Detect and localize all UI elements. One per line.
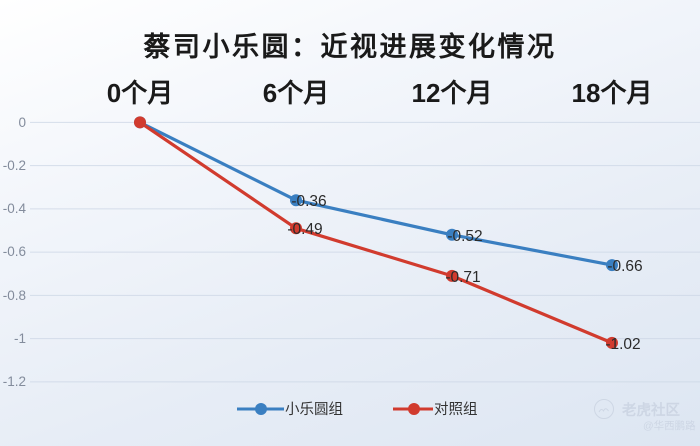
svg-text:-0.6: -0.6 bbox=[3, 244, 26, 259]
svg-text:12个月: 12个月 bbox=[412, 78, 493, 108]
svg-text:6个月: 6个月 bbox=[263, 78, 329, 108]
svg-text:-0.49: -0.49 bbox=[287, 221, 322, 238]
svg-text:0: 0 bbox=[18, 115, 26, 130]
svg-text:-0.52: -0.52 bbox=[447, 228, 482, 245]
svg-text:0个月: 0个月 bbox=[107, 78, 173, 108]
svg-text:-1.02: -1.02 bbox=[605, 336, 640, 353]
svg-text:对照组: 对照组 bbox=[434, 401, 478, 418]
svg-text:-0.2: -0.2 bbox=[3, 158, 26, 173]
svg-text:-1: -1 bbox=[14, 331, 26, 346]
svg-text:@华西鹏路: @华西鹏路 bbox=[643, 419, 696, 432]
svg-text:-0.8: -0.8 bbox=[3, 288, 26, 303]
svg-text:-0.71: -0.71 bbox=[445, 269, 480, 286]
svg-text:-1.2: -1.2 bbox=[3, 374, 26, 389]
svg-text:小乐圆组: 小乐圆组 bbox=[285, 401, 343, 418]
svg-text:-0.66: -0.66 bbox=[607, 258, 642, 275]
svg-text:-0.36: -0.36 bbox=[291, 193, 326, 210]
svg-text:-0.4: -0.4 bbox=[3, 201, 27, 216]
svg-text:18个月: 18个月 bbox=[572, 78, 653, 108]
svg-text:老虎社区: 老虎社区 bbox=[621, 401, 680, 419]
